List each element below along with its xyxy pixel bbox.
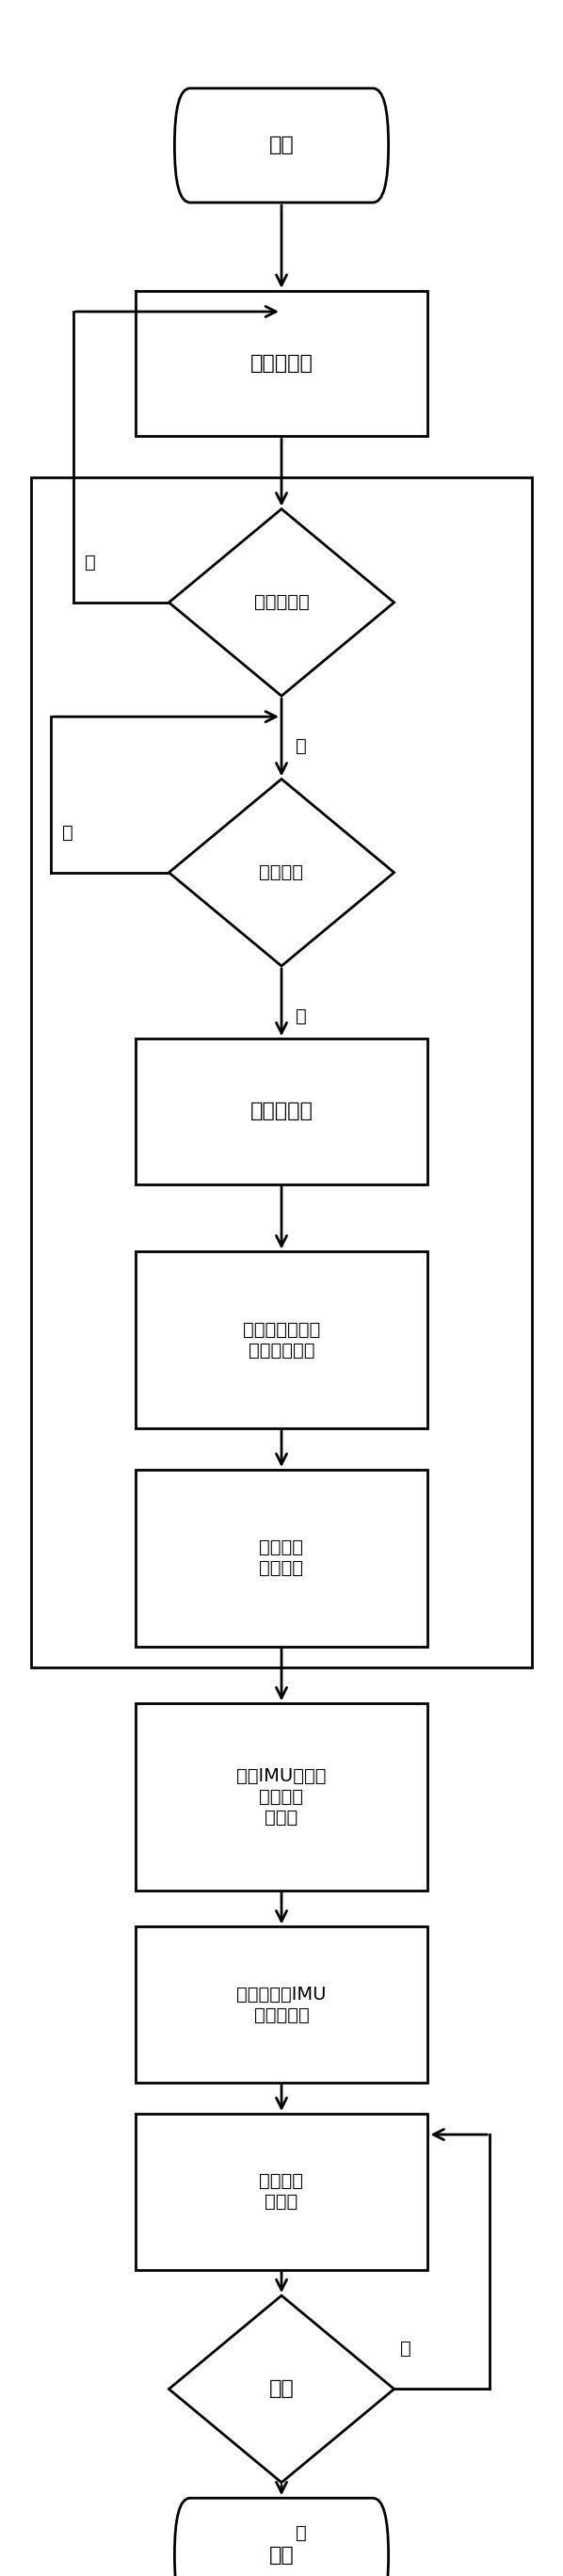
Text: 完成: 完成 <box>269 2545 294 2566</box>
Text: 是: 是 <box>296 737 307 755</box>
Text: 否: 否 <box>62 824 73 842</box>
FancyBboxPatch shape <box>175 88 388 204</box>
Text: 触发各相机: 触发各相机 <box>250 1103 313 1121</box>
FancyBboxPatch shape <box>135 1252 428 1427</box>
FancyBboxPatch shape <box>135 2115 428 2269</box>
Text: 记录各通道IMU
之间时间差: 记录各通道IMU 之间时间差 <box>236 1986 327 2025</box>
Text: 是: 是 <box>296 1007 307 1025</box>
Text: 否: 否 <box>400 2339 411 2357</box>
FancyBboxPatch shape <box>135 291 428 435</box>
Text: 固定曝光
时长控制: 固定曝光 时长控制 <box>260 1538 303 1577</box>
Text: 否: 否 <box>84 554 96 572</box>
Polygon shape <box>169 2295 394 2483</box>
FancyBboxPatch shape <box>135 1471 428 1646</box>
Text: 结束: 结束 <box>269 2380 294 2398</box>
Text: 检测到中断: 检测到中断 <box>254 592 309 611</box>
Text: 达到分频: 达到分频 <box>260 863 303 881</box>
Text: 标记IMU数据、
序列号、
时间戳: 标记IMU数据、 序列号、 时间戳 <box>236 1767 327 1826</box>
FancyBboxPatch shape <box>175 2499 388 2576</box>
Polygon shape <box>169 778 394 966</box>
Text: 初始化设置: 初始化设置 <box>250 353 313 374</box>
Text: 打包数据
并上传: 打包数据 并上传 <box>260 2172 303 2210</box>
FancyBboxPatch shape <box>135 1038 428 1185</box>
Text: 开始: 开始 <box>269 137 294 155</box>
Polygon shape <box>169 510 394 696</box>
Text: 标记触发序列号
、触发时间戳: 标记触发序列号 、触发时间戳 <box>243 1321 320 1360</box>
FancyBboxPatch shape <box>135 1703 428 1891</box>
Text: 是: 是 <box>296 2524 307 2543</box>
FancyBboxPatch shape <box>135 1927 428 2081</box>
Bar <box>31 477 532 1667</box>
